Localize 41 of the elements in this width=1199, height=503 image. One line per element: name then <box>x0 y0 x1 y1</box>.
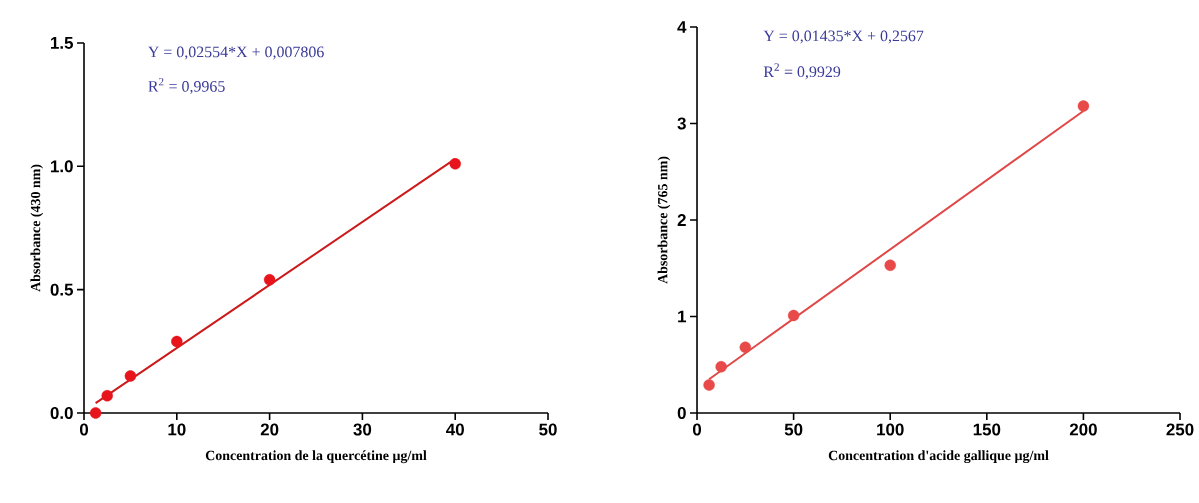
y-tick-label: 3 <box>677 117 686 130</box>
x-tick-label: 0 <box>692 423 702 436</box>
y-tick-label: 1.5 <box>51 37 74 49</box>
x-axis-title: Concentration de la quercétine µg/ml <box>205 450 427 464</box>
x-tick-label: 200 <box>1069 423 1097 436</box>
y-axis-title: Absorbance (430 nm) <box>30 164 44 292</box>
point <box>884 259 896 272</box>
point <box>263 274 276 286</box>
point <box>787 309 800 322</box>
x-tick-label: 40 <box>446 423 464 436</box>
x-tick-label: 250 <box>1166 423 1194 436</box>
y-tick-label: 1 <box>678 310 687 323</box>
point <box>1077 100 1090 112</box>
x-tick-label: 50 <box>539 423 557 436</box>
x-axis-title: Concentration d'acide gallique µg/ml <box>828 450 1049 464</box>
x-tick-label: 150 <box>973 423 1001 436</box>
y-tick-label: 1.0 <box>51 160 73 173</box>
point <box>124 370 137 382</box>
annotation: Y = 0,02554*X + 0,007806 <box>148 46 324 60</box>
y-tick-label: 4 <box>677 21 687 33</box>
x-tick-label: 10 <box>168 423 186 436</box>
point <box>449 158 461 170</box>
annotation: R$^{2}$ = 0,9929 <box>763 63 841 80</box>
y-tick-label: 2 <box>677 214 686 226</box>
x-tick-label: 30 <box>353 423 372 436</box>
x-tick-label: 50 <box>784 423 803 436</box>
point <box>739 341 752 354</box>
point <box>171 335 183 348</box>
point <box>101 390 113 402</box>
annotation: Y = 0,01435*X + 0,2567 <box>763 30 924 44</box>
y-tick-label: 0.5 <box>50 283 74 296</box>
y-axis-title: Absorbance (765 nm) <box>657 156 671 284</box>
x-tick-label: 20 <box>260 423 279 436</box>
point <box>89 407 102 419</box>
y-tick-label: 0 <box>677 406 686 419</box>
point <box>703 379 715 391</box>
x-tick-label: 100 <box>877 423 904 436</box>
y-tick-label: 0.0 <box>50 406 73 419</box>
point <box>715 360 727 373</box>
annotation: R$^{2}$ = 0,9965 <box>148 77 225 95</box>
x-tick-label: 0 <box>79 423 89 436</box>
